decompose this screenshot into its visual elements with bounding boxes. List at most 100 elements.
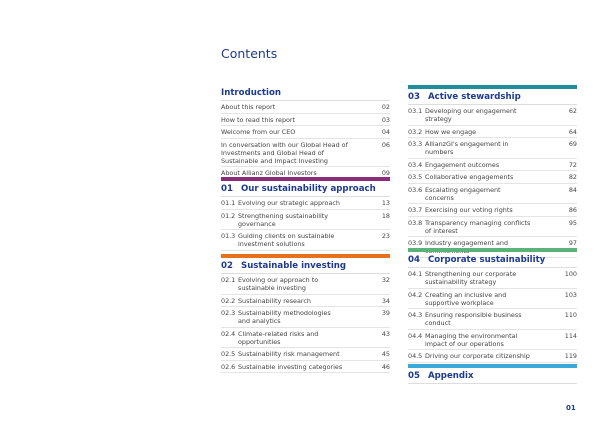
entry-number: 01.1 <box>221 199 236 207</box>
section-heading[interactable]: 04 Corporate sustainability <box>408 252 577 268</box>
entry-number: 02.3 <box>221 309 236 317</box>
section-bar <box>408 248 577 252</box>
toc-entry[interactable]: 03.4 Engagement outcomes 72 <box>408 159 577 171</box>
entry-page: 64 <box>568 127 577 136</box>
section-bar <box>221 177 390 181</box>
entry-number: 03.3 <box>408 140 423 148</box>
section-bar <box>221 254 390 258</box>
toc-entry[interactable]: About this report 02 <box>221 101 390 114</box>
toc-entry[interactable]: 03.3 AllianzGI's engagement in numbers 69 <box>408 138 577 159</box>
toc-entry[interactable]: 02.3 Sustainability methodologies and ana… <box>221 307 390 328</box>
entry-number: 03.5 <box>408 173 423 181</box>
section-number: 02 <box>221 261 233 271</box>
section-number: 04 <box>408 255 420 265</box>
entry-number: 04.5 <box>408 352 423 360</box>
toc-section: 01 Our sustainability approach 01.1 Evolvin… <box>221 177 390 251</box>
toc-entry[interactable]: 04.2 Creating an inclusive and supportive… <box>408 289 577 309</box>
toc-entry[interactable]: 03.5 Collaborative engagements 82 <box>408 171 577 184</box>
section-title: Introduction <box>221 88 282 98</box>
section-heading[interactable]: Introduction <box>221 85 390 101</box>
entry-page: 103 <box>564 290 577 299</box>
entry-number: 01.3 <box>221 232 236 240</box>
section-title: Sustainable investing <box>241 261 347 271</box>
entry-title: Sustainability risk management <box>238 350 340 358</box>
entry-number: 04.3 <box>408 311 423 319</box>
entry-number: 03.8 <box>408 218 423 227</box>
entry-page: 114 <box>564 331 577 340</box>
section-heading[interactable]: 05 Appendix <box>408 368 577 384</box>
toc-entry[interactable]: Welcome from our CEO 04 <box>221 126 390 139</box>
entry-page: 03 <box>381 115 390 124</box>
entry-number: 03.7 <box>408 206 423 214</box>
toc-entry[interactable]: 04.5 Driving our corporate citizenship 119 <box>408 350 577 363</box>
entry-page: 84 <box>568 185 577 194</box>
entry-page: 110 <box>564 311 577 319</box>
entry-title: AllianzGI's engagement in numbers <box>425 140 509 156</box>
entry-page: 09 <box>381 169 390 177</box>
toc-entry[interactable]: 01.3 Guiding clients on sustainable inves… <box>221 230 390 251</box>
toc-entry[interactable]: 02.5 Sustainability risk management 45 <box>221 348 390 361</box>
section-number: 01 <box>221 184 233 194</box>
toc-entry[interactable]: 02.2 Sustainability research 34 <box>221 295 390 307</box>
entry-title: Evolving our strategic approach <box>238 199 340 207</box>
entry-number: 04.1 <box>408 270 423 278</box>
entry-title: Developing our engagement strategy <box>425 107 517 123</box>
toc-entry[interactable]: 01.2 Strengthening sustainability governa… <box>221 210 390 230</box>
entry-title: Transparency managing conflicts of inter… <box>425 218 531 235</box>
entry-page: 45 <box>381 350 390 358</box>
toc-entry[interactable]: 03.7 Exercising our voting rights 86 <box>408 204 577 217</box>
entry-page: 34 <box>381 296 390 305</box>
toc-section: 05 Appendix <box>408 364 577 384</box>
section-title: Active stewardship <box>428 92 521 102</box>
entry-title: Sustainability research <box>238 296 311 305</box>
toc-entry[interactable]: 03.1 Developing our engagement strategy 62 <box>408 105 577 126</box>
section-heading[interactable]: 03 Active stewardship <box>408 89 577 105</box>
entry-page: 46 <box>381 362 390 371</box>
page-number: 01 <box>566 404 576 412</box>
section-heading[interactable]: 01 Our sustainability approach <box>221 181 390 197</box>
entry-title: Ensuring responsible business conduct <box>425 311 522 327</box>
toc-entry[interactable]: 03.2 How we engage 64 <box>408 126 577 138</box>
toc-entry[interactable]: 02.6 Sustainable investing categories 46 <box>221 361 390 373</box>
entry-page: 06 <box>381 140 390 149</box>
entry-number: 03.6 <box>408 185 423 194</box>
toc-entry[interactable]: 01.1 Evolving our strategic approach 13 <box>221 197 390 210</box>
entry-title: Sustainability methodologies and analyti… <box>238 309 331 325</box>
toc-entry[interactable]: How to read this report 03 <box>221 114 390 126</box>
entry-title: Managing the environmental impact of our… <box>425 331 518 348</box>
entry-page: 72 <box>568 160 577 169</box>
toc-entry[interactable]: 04.3 Ensuring responsible business conduc… <box>408 309 577 330</box>
entry-page: 69 <box>568 140 577 148</box>
entry-page: 04 <box>381 128 390 136</box>
entry-page: 95 <box>568 218 577 227</box>
toc-entry[interactable]: In conversation with our Global Head of … <box>221 139 390 167</box>
entry-page: 119 <box>564 352 577 360</box>
section-number: 05 <box>408 371 420 381</box>
entry-title: About Allianz Global Investors <box>221 169 317 177</box>
entry-title: In conversation with our Global Head of … <box>221 140 348 165</box>
entry-title: About this report <box>221 103 276 111</box>
section-heading[interactable]: 02 Sustainable investing <box>221 258 390 274</box>
entry-page: 13 <box>381 199 390 207</box>
entry-page: 62 <box>568 107 577 115</box>
section-bar <box>408 85 577 89</box>
page-title: Contents <box>221 46 278 61</box>
entry-page: 86 <box>568 206 577 214</box>
entry-title: Engagement outcomes <box>425 160 500 169</box>
toc-entry[interactable]: 03.8 Transparency managing conflicts of i… <box>408 217 577 237</box>
toc-entry[interactable]: 02.4 Climate-related risks and opportunit… <box>221 328 390 348</box>
toc-entry[interactable]: 04.1 Strengthening our corporate sustaina… <box>408 268 577 289</box>
entry-page: 02 <box>381 103 390 111</box>
entry-title: Welcome from our CEO <box>221 128 296 136</box>
toc-entry[interactable]: 04.4 Managing the environmental impact of… <box>408 330 577 350</box>
toc-entry[interactable]: 03.6 Escalating engagement concerns 84 <box>408 184 577 204</box>
entry-title: Collaborative engagements <box>425 173 514 181</box>
toc-section: Introduction About this report 02 How to re… <box>221 85 390 180</box>
entry-title: Strengthening our corporate sustainabili… <box>425 270 517 286</box>
entry-title: Driving our corporate citizenship <box>425 352 530 360</box>
toc-entry[interactable]: 02.1 Evolving our approach to sustainable… <box>221 274 390 295</box>
section-bar <box>408 364 577 368</box>
entry-title: Climate-related risks and opportunities <box>238 329 319 346</box>
entry-number: 03.2 <box>408 127 423 136</box>
